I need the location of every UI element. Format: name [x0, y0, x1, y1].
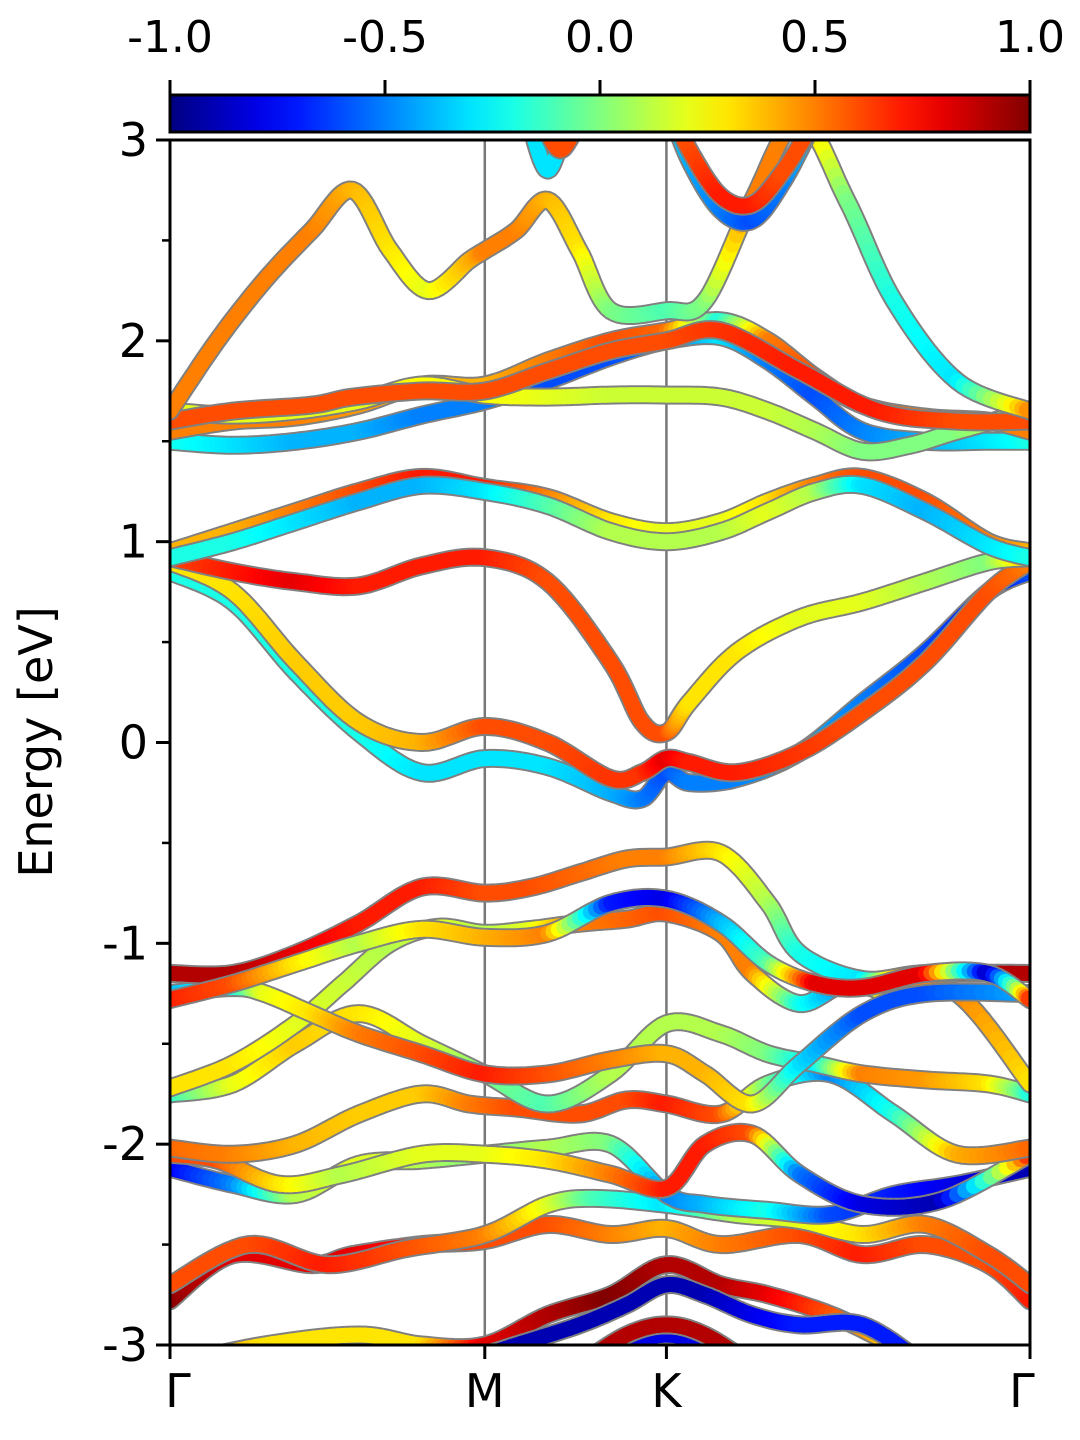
y-tick-label: -2: [102, 1117, 148, 1171]
band-segment: [475, 1356, 481, 1358]
band-segment: [460, 1362, 464, 1363]
colorbar-tick-label: -1.0: [127, 12, 213, 63]
colorbar-ticks: -1.0 -0.5 0.0 0.5 1.0: [127, 12, 1065, 95]
kpoint-label: Γ: [1009, 1364, 1035, 1418]
band-segment: [914, 1357, 918, 1360]
band-segment: [588, 1360, 592, 1362]
band-segment: [744, 1361, 747, 1363]
band-segment: [588, 1357, 592, 1360]
band-11: [170, 552, 1030, 790]
band-segment: [492, 1344, 494, 1345]
band-14: [170, 474, 1030, 568]
y-tick-label: -1: [102, 916, 148, 970]
band-segment: [470, 1358, 476, 1360]
band-segment: [453, 1364, 456, 1365]
y-axis-label: Energy [eV]: [9, 606, 63, 877]
colorbar-tick-label: -0.5: [342, 12, 428, 63]
band-18: [170, 320, 1030, 432]
band-segment: [456, 1363, 460, 1364]
band-segment: [564, 140, 578, 145]
band-segment: [726, 1343, 737, 1345]
band-segment: [579, 1364, 581, 1366]
y-axis-ticks: -3 -2 -1 0 1 2 3: [102, 113, 170, 1372]
band-segment: [606, 1342, 620, 1345]
band-segment: [465, 1360, 470, 1362]
kpoint-label: Γ: [165, 1364, 191, 1418]
band-segment: [461, 1339, 482, 1345]
band-segment: [494, 1341, 512, 1345]
colorbar-tick-label: 0.0: [565, 12, 635, 63]
band-segment: [701, 1338, 720, 1345]
band-segment: [226, 1342, 245, 1345]
band-segment: [727, 1354, 732, 1356]
band-segment: [592, 1358, 596, 1360]
band-segment: [750, 1364, 752, 1366]
band-segment: [211, 1354, 220, 1356]
band-segment: [187, 1360, 195, 1362]
band-segment: [579, 1364, 581, 1365]
band-7: [170, 978, 1030, 1114]
colorbar-tick-label: 0.5: [780, 12, 850, 63]
y-tick-label: 0: [119, 716, 148, 770]
band-segment: [736, 1358, 740, 1360]
band-12: [170, 547, 1030, 744]
band-segment: [611, 1338, 630, 1345]
band-segment: [744, 1359, 747, 1361]
band-segment: [240, 1338, 264, 1345]
band-segment: [922, 1363, 925, 1365]
band-segment: [595, 1340, 612, 1345]
colorbar: -1.0 -0.5 0.0 0.5 1.0: [127, 12, 1065, 134]
band-segment: [909, 1353, 914, 1357]
y-tick-label: 2: [119, 314, 148, 368]
band-segment: [225, 1344, 233, 1345]
band-segment: [542, 140, 557, 145]
band-segment: [897, 1341, 911, 1345]
band-segment: [919, 1360, 923, 1363]
band-segment: [747, 1363, 750, 1364]
band-segment: [180, 1361, 187, 1363]
band-segment: [498, 1339, 519, 1345]
band-segment: [592, 1354, 596, 1357]
band-segment: [718, 1344, 726, 1345]
band-segment: [596, 1356, 600, 1358]
band-segment: [731, 1356, 735, 1358]
kpoint-label: M: [465, 1364, 505, 1418]
band-segment: [600, 1354, 605, 1356]
band-segment: [747, 1362, 750, 1364]
band-segment: [195, 1358, 203, 1360]
colorbar-tick-label: 1.0: [995, 12, 1065, 63]
band-segment: [491, 1343, 505, 1345]
band-segment: [584, 1359, 588, 1361]
y-tick-label: -3: [102, 1318, 148, 1372]
band-segment: [706, 1340, 724, 1345]
colorbar-gradient: [168, 93, 1032, 134]
y-tick-label: 1: [119, 515, 148, 569]
band-segment: [740, 1357, 744, 1360]
band-26: [579, 1325, 752, 1365]
band-segment: [606, 1344, 613, 1345]
bands: [170, 140, 1030, 1366]
band-segment: [232, 1340, 255, 1345]
band-segment: [740, 1360, 744, 1362]
band-segment: [711, 1342, 726, 1345]
band-segment: [595, 1343, 606, 1345]
band-segment: [582, 1363, 585, 1364]
band-segment: [584, 1361, 588, 1363]
plot-area: -3 -2 -1 0 1 2 3 Γ M K Γ: [102, 113, 1035, 1418]
band-segment: [608, 1340, 626, 1345]
y-tick-label: 3: [119, 113, 148, 167]
band-segment: [582, 1362, 585, 1364]
band-segment: [750, 1364, 752, 1365]
kpoint-label: K: [651, 1364, 683, 1418]
band-segment: [719, 1340, 737, 1345]
band-segment: [203, 1356, 212, 1358]
band-segment: [736, 1354, 740, 1357]
band-25: [453, 1275, 925, 1365]
